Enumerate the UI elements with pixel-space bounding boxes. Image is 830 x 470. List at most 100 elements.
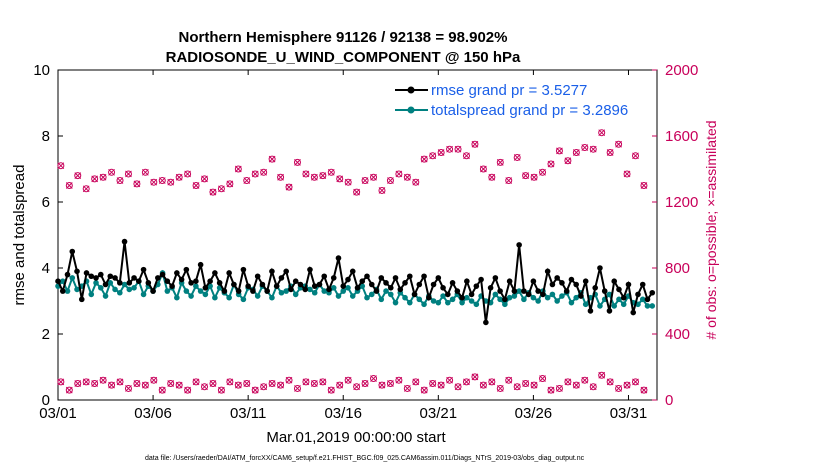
series-point-totalspread bbox=[345, 285, 351, 291]
obs-possible-point bbox=[539, 375, 547, 383]
obs-assimilated-point bbox=[243, 380, 251, 387]
series-point-totalspread bbox=[74, 286, 80, 293]
obs-assimilated-point bbox=[74, 172, 82, 179]
obs-possible-point bbox=[226, 180, 234, 188]
obs-assimilated-point bbox=[480, 165, 487, 173]
obs-assimilated-point bbox=[99, 173, 107, 181]
obs-assimilated-point bbox=[437, 381, 445, 389]
series-point-rmse bbox=[216, 280, 223, 286]
obs-assimilated-point bbox=[302, 378, 310, 386]
series-point-rmse bbox=[231, 281, 237, 288]
series-point-rmse bbox=[521, 288, 527, 294]
series-point-rmse bbox=[55, 278, 61, 285]
obs-possible-point bbox=[462, 152, 470, 160]
series-point-totalspread bbox=[117, 289, 123, 296]
obs-assimilated-point bbox=[446, 376, 453, 384]
obs-assimilated-point bbox=[277, 381, 284, 389]
series-point-rmse bbox=[126, 280, 133, 286]
obs-possible-point bbox=[598, 371, 606, 379]
x-tick-label: 03/16 bbox=[324, 405, 362, 422]
series-point-rmse bbox=[178, 276, 185, 283]
series-point-totalspread bbox=[521, 296, 527, 303]
series-point-rmse bbox=[321, 273, 328, 280]
series-point-totalspread bbox=[549, 291, 556, 298]
series-point-rmse bbox=[387, 285, 394, 291]
series-point-rmse bbox=[97, 271, 104, 278]
series-point-rmse bbox=[378, 275, 385, 281]
series-point-rmse bbox=[430, 281, 437, 288]
series-point-rmse bbox=[549, 281, 556, 288]
series-point-totalspread bbox=[59, 278, 66, 285]
y-tick-label: 4 bbox=[42, 260, 50, 277]
series-point-rmse bbox=[406, 273, 413, 280]
obs-assimilated-point bbox=[522, 172, 529, 179]
obs-assimilated-point bbox=[522, 380, 529, 387]
obs-possible-point bbox=[640, 386, 648, 394]
obs-assimilated-point bbox=[277, 173, 284, 181]
series-point-rmse bbox=[368, 281, 375, 288]
series-point-rmse bbox=[616, 286, 622, 293]
obs-possible-point bbox=[192, 182, 200, 189]
series-point-totalspread bbox=[582, 301, 589, 308]
obs-assimilated-point bbox=[581, 376, 589, 384]
obs-possible-point bbox=[361, 380, 369, 387]
series-point-totalspread bbox=[269, 294, 275, 301]
series-point-totalspread bbox=[492, 291, 499, 298]
series-point-rmse bbox=[445, 291, 451, 298]
series-point-rmse bbox=[240, 266, 247, 273]
series-point-rmse bbox=[506, 278, 513, 285]
obs-assimilated-point bbox=[311, 173, 318, 181]
series-point-rmse bbox=[630, 309, 637, 316]
series-point-totalspread bbox=[435, 299, 442, 306]
series-point-totalspread bbox=[174, 294, 180, 301]
series-point-totalspread bbox=[364, 294, 370, 301]
obs-possible-point bbox=[471, 373, 479, 381]
obs-assimilated-point bbox=[505, 177, 513, 184]
obs-assimilated-point bbox=[142, 381, 149, 389]
obs-possible-point bbox=[226, 378, 234, 386]
obs-possible-point bbox=[319, 172, 327, 180]
series-point-totalspread bbox=[468, 298, 475, 304]
series-point-totalspread bbox=[340, 288, 347, 294]
obs-assimilated-point bbox=[606, 378, 614, 386]
obs-assimilated-point bbox=[234, 165, 242, 173]
series-point-rmse bbox=[326, 286, 332, 293]
obs-possible-point bbox=[158, 177, 166, 185]
series-point-totalspread bbox=[121, 281, 128, 288]
right-axis-marks bbox=[57, 129, 648, 394]
obs-possible-point bbox=[260, 383, 268, 391]
series-point-rmse bbox=[159, 271, 166, 278]
obs-possible-point bbox=[336, 381, 344, 389]
obs-assimilated-point bbox=[268, 155, 276, 163]
obs-possible-point bbox=[209, 188, 217, 196]
series-point-totalspread bbox=[421, 301, 427, 308]
series-point-totalspread bbox=[311, 289, 318, 296]
obs-assimilated-point bbox=[403, 385, 411, 392]
obs-assimilated-point bbox=[108, 168, 115, 176]
series-point-rmse bbox=[535, 288, 541, 294]
obs-possible-point bbox=[344, 178, 352, 186]
series-point-rmse bbox=[307, 266, 313, 273]
obs-possible-point bbox=[640, 182, 648, 189]
series-point-rmse bbox=[620, 294, 627, 301]
obs-possible-point bbox=[623, 170, 631, 178]
obs-assimilated-point bbox=[91, 175, 99, 183]
obs-assimilated-point bbox=[82, 185, 90, 193]
obs-assimilated-point bbox=[539, 168, 546, 176]
obs-possible-point bbox=[124, 384, 132, 392]
series-point-totalspread bbox=[449, 296, 456, 303]
series-point-totalspread bbox=[445, 299, 451, 306]
series-point-rmse bbox=[597, 265, 603, 271]
obs-assimilated-point bbox=[403, 173, 411, 181]
series-point-totalspread bbox=[107, 280, 114, 286]
obs-possible-point bbox=[108, 168, 116, 176]
series-point-rmse bbox=[183, 266, 190, 273]
obs-assimilated-point bbox=[454, 383, 462, 391]
obs-possible-point bbox=[116, 177, 124, 185]
obs-possible-point bbox=[589, 383, 597, 391]
series-point-totalspread bbox=[544, 294, 551, 301]
series-point-totalspread bbox=[88, 291, 95, 298]
x-tick-label: 03/21 bbox=[420, 405, 458, 422]
obs-possible-point bbox=[547, 386, 555, 394]
obs-assimilated-point bbox=[184, 170, 191, 178]
